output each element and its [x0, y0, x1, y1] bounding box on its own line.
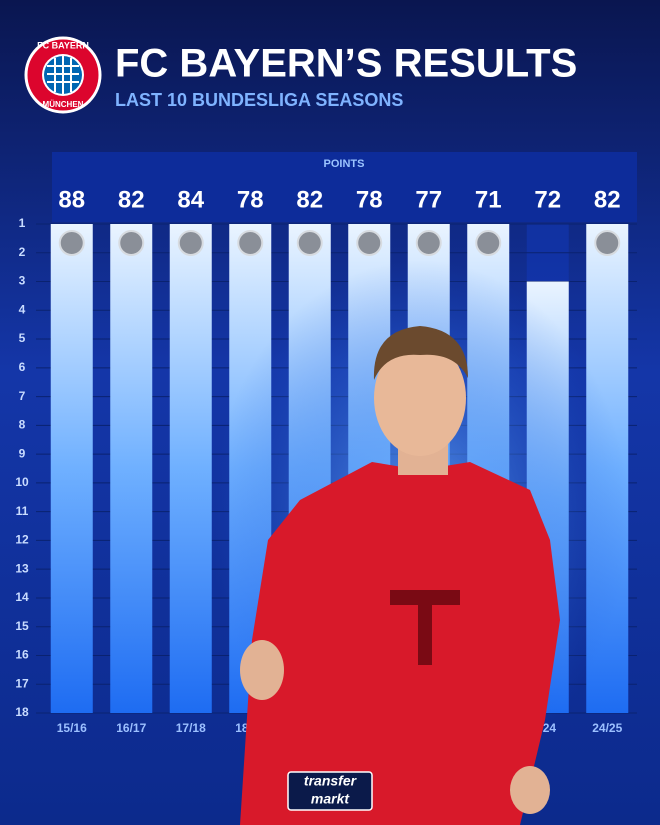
y-tick-label: 17 [15, 676, 29, 690]
chart-title: FC BAYERN’S RESULTS [115, 42, 577, 86]
points-value: 71 [475, 186, 502, 213]
brand-text: markt [311, 791, 350, 807]
trophy-icon [237, 230, 264, 256]
points-value: 77 [415, 186, 442, 213]
bar [169, 224, 212, 713]
x-tick-label: 16/17 [116, 721, 146, 735]
points-value: 82 [594, 186, 621, 213]
y-tick-label: 14 [15, 590, 29, 604]
x-tick-label: 17/18 [176, 721, 206, 735]
points-value: 88 [58, 186, 85, 213]
trophy-icon [118, 230, 145, 256]
logo-text: FC BAYERN [37, 40, 89, 50]
y-tick-label: 8 [19, 418, 26, 432]
trophy-icon [296, 230, 323, 256]
y-tick-label: 1 [19, 216, 26, 230]
bar [110, 224, 153, 713]
trophy-icon [594, 230, 621, 256]
player [210, 260, 630, 825]
trophy-icon [356, 230, 383, 256]
trophy-icon [475, 230, 502, 256]
points-value: 84 [177, 186, 204, 213]
logo-text: MÜNCHEN [43, 100, 84, 109]
y-tick-label: 16 [15, 648, 29, 662]
points-label: POINTS [324, 158, 365, 170]
y-tick-label: 12 [15, 533, 29, 547]
x-tick-label: 15/16 [57, 721, 87, 735]
y-tick-label: 4 [19, 302, 26, 316]
y-tick-label: 10 [15, 475, 29, 489]
y-tick-label: 5 [19, 331, 26, 345]
points-value: 72 [534, 186, 561, 213]
brand-text: transfer [304, 773, 358, 789]
logo: FC BAYERN MÜNCHEN [24, 36, 102, 114]
y-tick-label: 18 [15, 705, 29, 719]
points-value: 78 [356, 186, 383, 213]
trophy-icon [58, 230, 85, 256]
y-tick-label: 6 [19, 360, 26, 374]
points-value: 82 [296, 186, 323, 213]
points-header [52, 152, 637, 222]
points-value: 78 [237, 186, 264, 213]
bar [50, 224, 93, 713]
y-tick-label: 3 [19, 274, 26, 288]
y-tick-label: 15 [15, 619, 29, 633]
y-tick-label: 11 [16, 504, 29, 518]
y-tick-label: 13 [15, 561, 29, 575]
y-tick-label: 2 [19, 245, 26, 259]
trophy-icon [177, 230, 204, 256]
points-value: 82 [118, 186, 145, 213]
x-tick-label: 24/25 [592, 721, 622, 735]
y-tick-label: 7 [19, 389, 26, 403]
brand: transfer markt [287, 771, 373, 811]
y-tick-label: 9 [19, 446, 26, 460]
trophy-icon [415, 230, 442, 256]
chart-subtitle: LAST 10 BUNDESLIGA SEASONS [115, 90, 403, 110]
